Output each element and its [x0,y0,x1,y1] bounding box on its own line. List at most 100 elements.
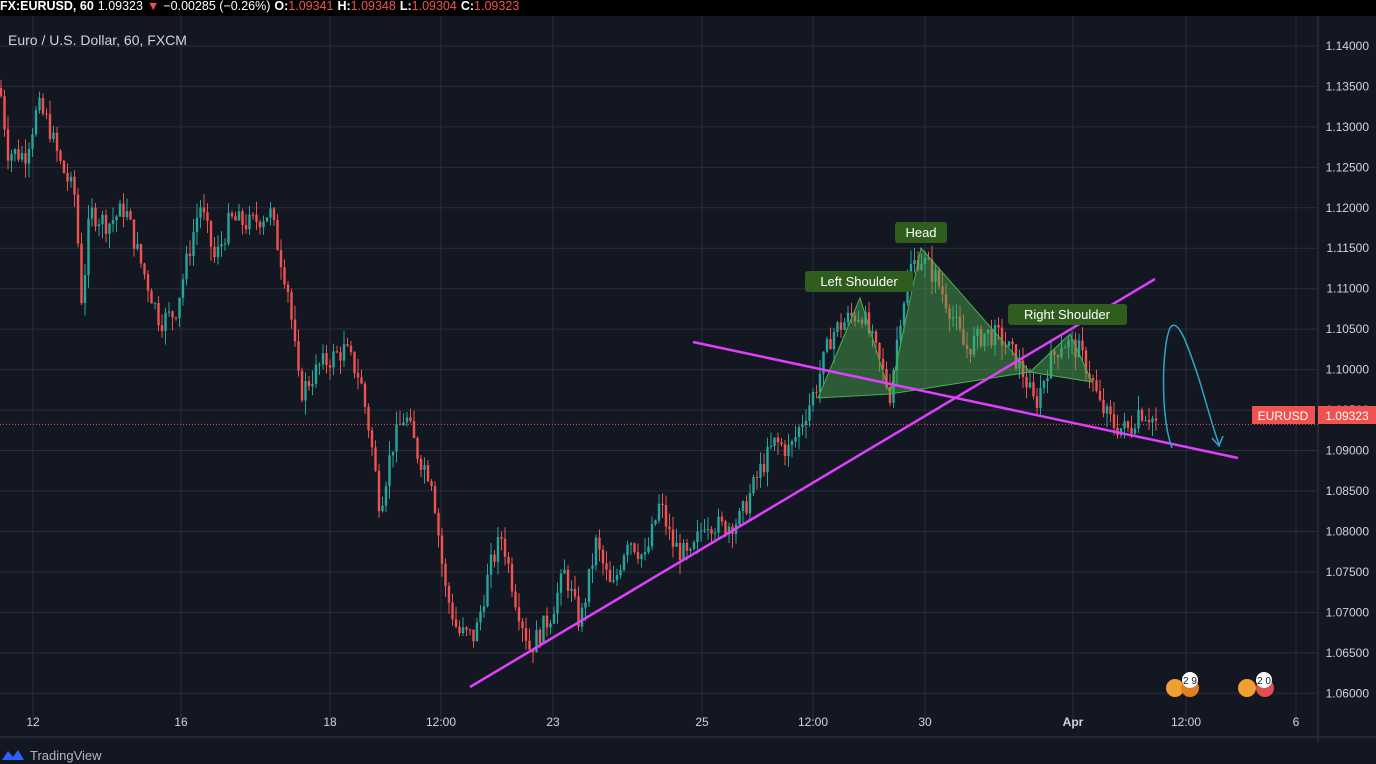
event-marker[interactable]: 2 0 [1238,672,1274,697]
candle-body [1109,406,1112,415]
candle-body [888,386,892,403]
price-axis[interactable]: 1.14000 1.13500 1.13000 1.12500 1.12000 1.115… [1317,16,1370,742]
candle-body [657,503,661,521]
price-badge-value: 1.09323 [1325,409,1369,423]
candle-body [1144,420,1147,422]
candle-body [937,270,941,287]
candle-body [916,260,920,270]
candle-body [234,216,237,221]
price-tick-label: 1.13500 [1326,79,1370,93]
candle-body [244,224,248,230]
candle-body [325,353,328,366]
candle-body [272,208,276,220]
candle-body [384,486,388,506]
candle-body [748,493,752,514]
candle-body [986,329,990,334]
price-tick-label: 1.07500 [1326,565,1370,579]
candle-body [500,537,503,539]
candle-body [804,420,808,425]
projection-arrow [1162,324,1224,449]
event-marker[interactable]: 2 9 [1166,672,1199,697]
candle-body [293,319,297,342]
candle-body [307,381,311,387]
candle-body [223,243,227,245]
candle-body [1123,421,1126,429]
candle-body [451,602,454,620]
candle-body [10,153,13,161]
candle-body [976,328,979,336]
candle-body [685,542,689,551]
candle-body [1130,427,1133,434]
head-label-box[interactable] [895,222,947,243]
candle-body [405,417,409,423]
candle-body [955,316,958,318]
candle-body [94,207,97,227]
candle-body [437,512,440,536]
candle-body [339,352,342,361]
open-value: 1.09341 [288,0,334,13]
candle-body [997,325,1000,328]
head-label: Head [905,225,936,240]
price-chart[interactable]: Left Shoulder Head Right Shoulder 1.1400… [0,16,1376,742]
candle-body [409,417,412,422]
candle-body [262,221,265,228]
candle-body [717,516,720,533]
candle-body [941,286,944,295]
candle-body [1049,351,1053,379]
candle-body [164,312,167,332]
candle-body [1067,340,1070,348]
candle-body [111,220,115,224]
candle-body [335,351,339,353]
brand-name[interactable]: TradingView [30,748,102,763]
candle-body [913,260,916,265]
high-value: 1.09348 [350,0,396,13]
candle-body [73,176,76,195]
candle-body [727,526,731,535]
candle-body [892,370,895,403]
price-tick-label: 1.06000 [1326,686,1370,700]
ascending-trendline[interactable] [469,277,1156,689]
candle-body [878,342,881,359]
right-shoulder-label-box[interactable] [1008,304,1127,325]
candle-body [528,640,531,650]
candle-body [689,548,692,551]
symbol-header: FX:EURUSD, 60 1.09323 ▼ −0.00285 (−0.26%) O:… [0,0,1376,16]
candle-body [1042,381,1046,388]
candle-body [1151,418,1154,423]
candle-body [948,308,951,319]
candle-body [755,477,759,479]
candle-body [846,312,850,323]
candle-body [416,438,419,459]
projection-path[interactable] [1162,324,1220,449]
candle-body [671,529,675,547]
close-value: 1.09323 [474,0,520,13]
candle-body [853,315,857,322]
candle-body [720,516,724,522]
footer: TradingView [0,742,1376,764]
candle-body [899,325,902,340]
candle-body [199,207,202,218]
candle-body [1011,341,1014,345]
candle-body [769,445,773,447]
candle-body [601,549,605,564]
candle-body [507,556,510,564]
symbol-label[interactable]: FX:EURUSD, 60 [0,0,94,13]
descending-trendline[interactable] [692,340,1239,460]
candle-body [783,444,787,456]
candle-body [370,430,374,448]
candle-body [790,441,794,446]
time-axis[interactable]: 12 16 18 12:00 23 25 12:00 30 Apr 12:00 6 [0,715,1376,738]
candle-body [136,244,139,249]
candle-body [388,455,391,487]
candle-body [178,297,181,319]
candle-body [706,529,710,531]
down-arrow-icon: ▼ [146,0,160,13]
candle-body [139,244,143,264]
candle-body [395,424,398,452]
time-tick-label: 16 [174,715,188,729]
candle-body [311,383,314,387]
time-tick-label: 6 [1293,715,1300,729]
candle-body [871,331,874,334]
candle-body [885,369,888,387]
left-shoulder-label-box[interactable] [805,271,913,292]
